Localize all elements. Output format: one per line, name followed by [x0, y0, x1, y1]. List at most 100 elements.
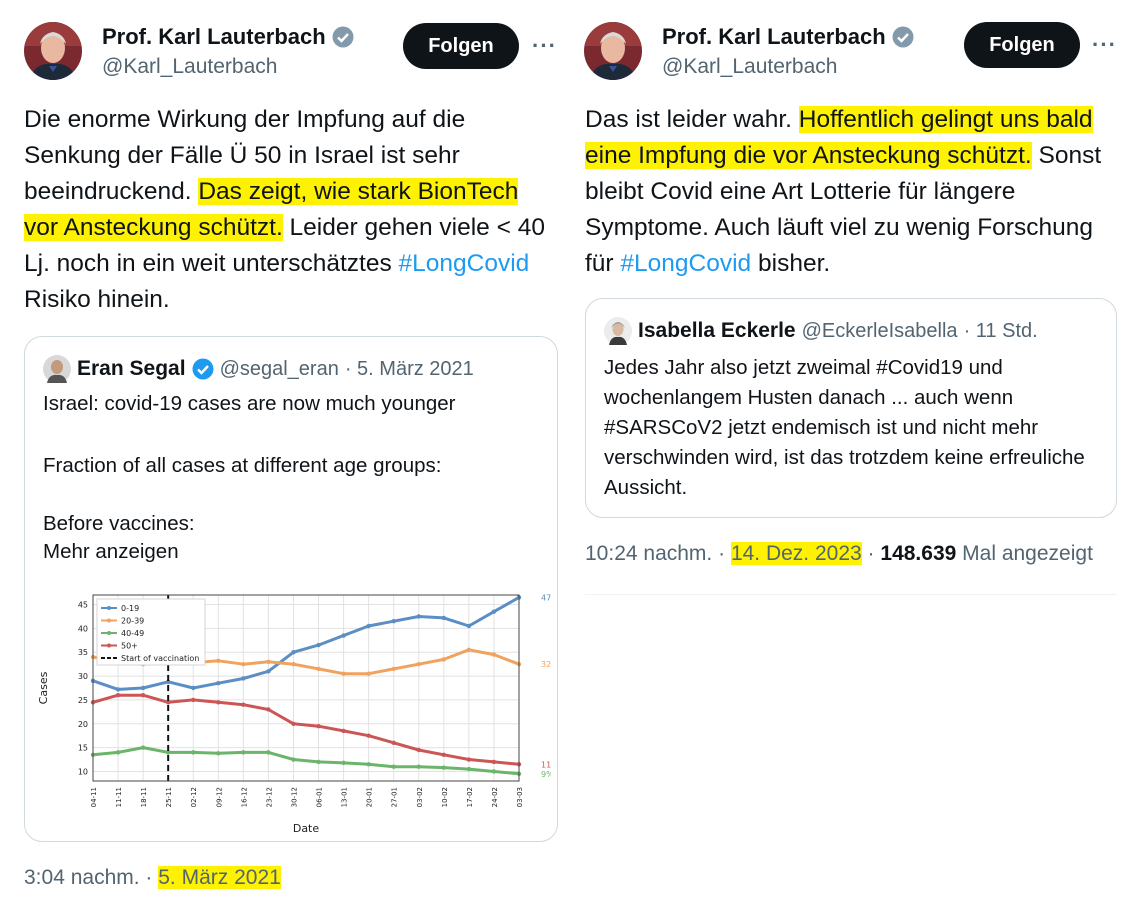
x-tick-label: 03-02 — [416, 787, 424, 807]
series-point — [216, 658, 221, 664]
series-point — [191, 750, 196, 755]
series-point — [140, 685, 146, 691]
series-point — [366, 671, 371, 676]
series-point — [216, 700, 221, 705]
series-point — [241, 661, 246, 667]
follow-button[interactable]: Folgen — [403, 23, 519, 69]
legend-marker — [107, 631, 111, 635]
quote-author-handle: @segal_eran — [219, 357, 339, 380]
x-tick-label: 04-11 — [90, 787, 98, 807]
y-tick-label: 30 — [78, 672, 88, 681]
end-label-20-39: 32% — [541, 660, 551, 669]
end-label-0-19: 47% — [541, 593, 551, 602]
x-tick-label: 11-11 — [115, 787, 123, 807]
series-point — [341, 633, 346, 638]
end-label-40-49: 9% — [541, 770, 551, 779]
series-point — [416, 764, 421, 769]
series-point — [191, 685, 196, 691]
quoted-tweet[interactable]: Eran Segal @segal_eran · 5. März 2021 Is… — [24, 336, 558, 842]
series-point — [291, 757, 296, 762]
y-tick-label: 40 — [78, 624, 88, 633]
tweet-text: Die enorme Wirkung der Impfung auf die S… — [24, 102, 554, 318]
series-point — [416, 747, 421, 753]
author-handle[interactable]: @Karl_Lauterbach — [102, 55, 278, 78]
x-tick-label: 18-11 — [140, 787, 148, 807]
series-point — [491, 759, 497, 765]
series-point — [391, 764, 396, 769]
author-name-text: Prof. Karl Lauterbach — [102, 24, 326, 49]
legend-entry: 20-39 — [121, 617, 144, 626]
series-point — [165, 679, 171, 684]
quote-author-name: Eran Segal — [77, 357, 186, 380]
x-tick-label: 30-12 — [290, 787, 298, 807]
series-point — [165, 700, 171, 705]
series-point — [316, 759, 321, 765]
tweet-footer: 10:24 nachm. · 14. Dez. 2023 · 148.639 M… — [585, 542, 1093, 566]
quoted-tweet[interactable]: Isabella Eckerle @EckerleIsabella · 11 S… — [585, 298, 1117, 518]
chart-frame — [92, 594, 520, 782]
quote-line-1: Israel: covid-19 cases are now much youn… — [43, 392, 456, 415]
legend-marker — [107, 618, 111, 623]
legend-marker — [107, 643, 111, 648]
series-point — [266, 659, 271, 664]
y-tick-label: 10 — [78, 767, 88, 776]
tweet-text-part3: Risiko hinein. — [24, 286, 170, 313]
avatar-portrait-icon — [584, 22, 642, 80]
x-tick-label: 10-02 — [441, 787, 449, 807]
series-point — [391, 619, 396, 624]
series-point — [491, 769, 497, 774]
tweet-text-part2: Leider gehen viele < 40 Lj. noch in ein … — [24, 214, 545, 277]
author-name[interactable]: Prof. Karl Lauterbach — [662, 24, 914, 50]
hashtag-link[interactable]: #LongCovid — [620, 250, 752, 277]
footer-divider — [585, 594, 1117, 595]
series-point — [115, 750, 121, 755]
author-avatar[interactable] — [24, 22, 82, 80]
tweet-text-part3: bisher. — [751, 250, 831, 277]
x-tick-label: 25-11 — [165, 787, 173, 807]
tweet-time[interactable]: 3:04 nachm. · — [24, 866, 153, 889]
chart-y-label: Cases — [37, 671, 50, 704]
avatar-portrait-icon — [24, 22, 82, 80]
series-point — [441, 752, 447, 757]
legend-marker — [107, 606, 111, 610]
series-point — [491, 609, 497, 614]
series-point — [466, 647, 472, 653]
legend-entry: 0-19 — [121, 604, 139, 613]
show-more-link[interactable]: Mehr anzeigen — [43, 540, 179, 563]
series-point — [341, 671, 346, 676]
quote-date: · 11 Std. — [963, 319, 1038, 342]
quote-author-handle: @EckerleIsabella — [801, 319, 958, 342]
author-name[interactable]: Prof. Karl Lauterbach — [102, 24, 354, 50]
more-options-icon[interactable]: ··· — [532, 33, 557, 58]
tweet-time[interactable]: 10:24 nachm. · — [585, 542, 726, 565]
series-point — [241, 702, 246, 707]
author-name-text: Prof. Karl Lauterbach — [662, 24, 886, 49]
series-point — [291, 661, 296, 667]
chart-y-ticks: 10 15 20 25 30 35 40 45 — [78, 601, 88, 777]
chart-end-labels: 47% 32% 9%11% — [541, 593, 551, 778]
series-point — [391, 740, 396, 746]
x-tick-label: 02-12 — [190, 787, 198, 807]
tweet-left: Prof. Karl Lauterbach @Karl_Lauterbach F… — [24, 22, 558, 889]
series-point — [391, 666, 396, 672]
more-options-icon[interactable]: ··· — [1092, 32, 1117, 57]
author-handle[interactable]: @Karl_Lauterbach — [662, 55, 838, 78]
y-tick-label: 25 — [78, 696, 88, 705]
tweet-date[interactable]: 5. März 2021 — [158, 866, 281, 889]
series-point — [341, 760, 346, 766]
series-point — [115, 692, 121, 698]
series-point — [316, 666, 321, 672]
follow-button[interactable]: Folgen — [964, 22, 1080, 68]
x-tick-label: 20-01 — [366, 787, 374, 807]
quote-line-3: Before vaccines: — [43, 512, 195, 535]
author-avatar[interactable] — [584, 22, 642, 80]
view-count[interactable]: 148.639 — [880, 542, 957, 565]
legend-entry: Start of vaccination — [121, 654, 199, 663]
tweet-date[interactable]: 14. Dez. 2023 — [730, 542, 862, 565]
hashtag-link[interactable]: #LongCovid — [398, 250, 530, 277]
x-tick-label: 17-02 — [466, 787, 474, 807]
legend-entry: 50+ — [121, 642, 138, 651]
y-tick-label: 20 — [78, 720, 88, 729]
quote-date: · 5. März 2021 — [344, 357, 474, 380]
series-point — [441, 765, 447, 770]
